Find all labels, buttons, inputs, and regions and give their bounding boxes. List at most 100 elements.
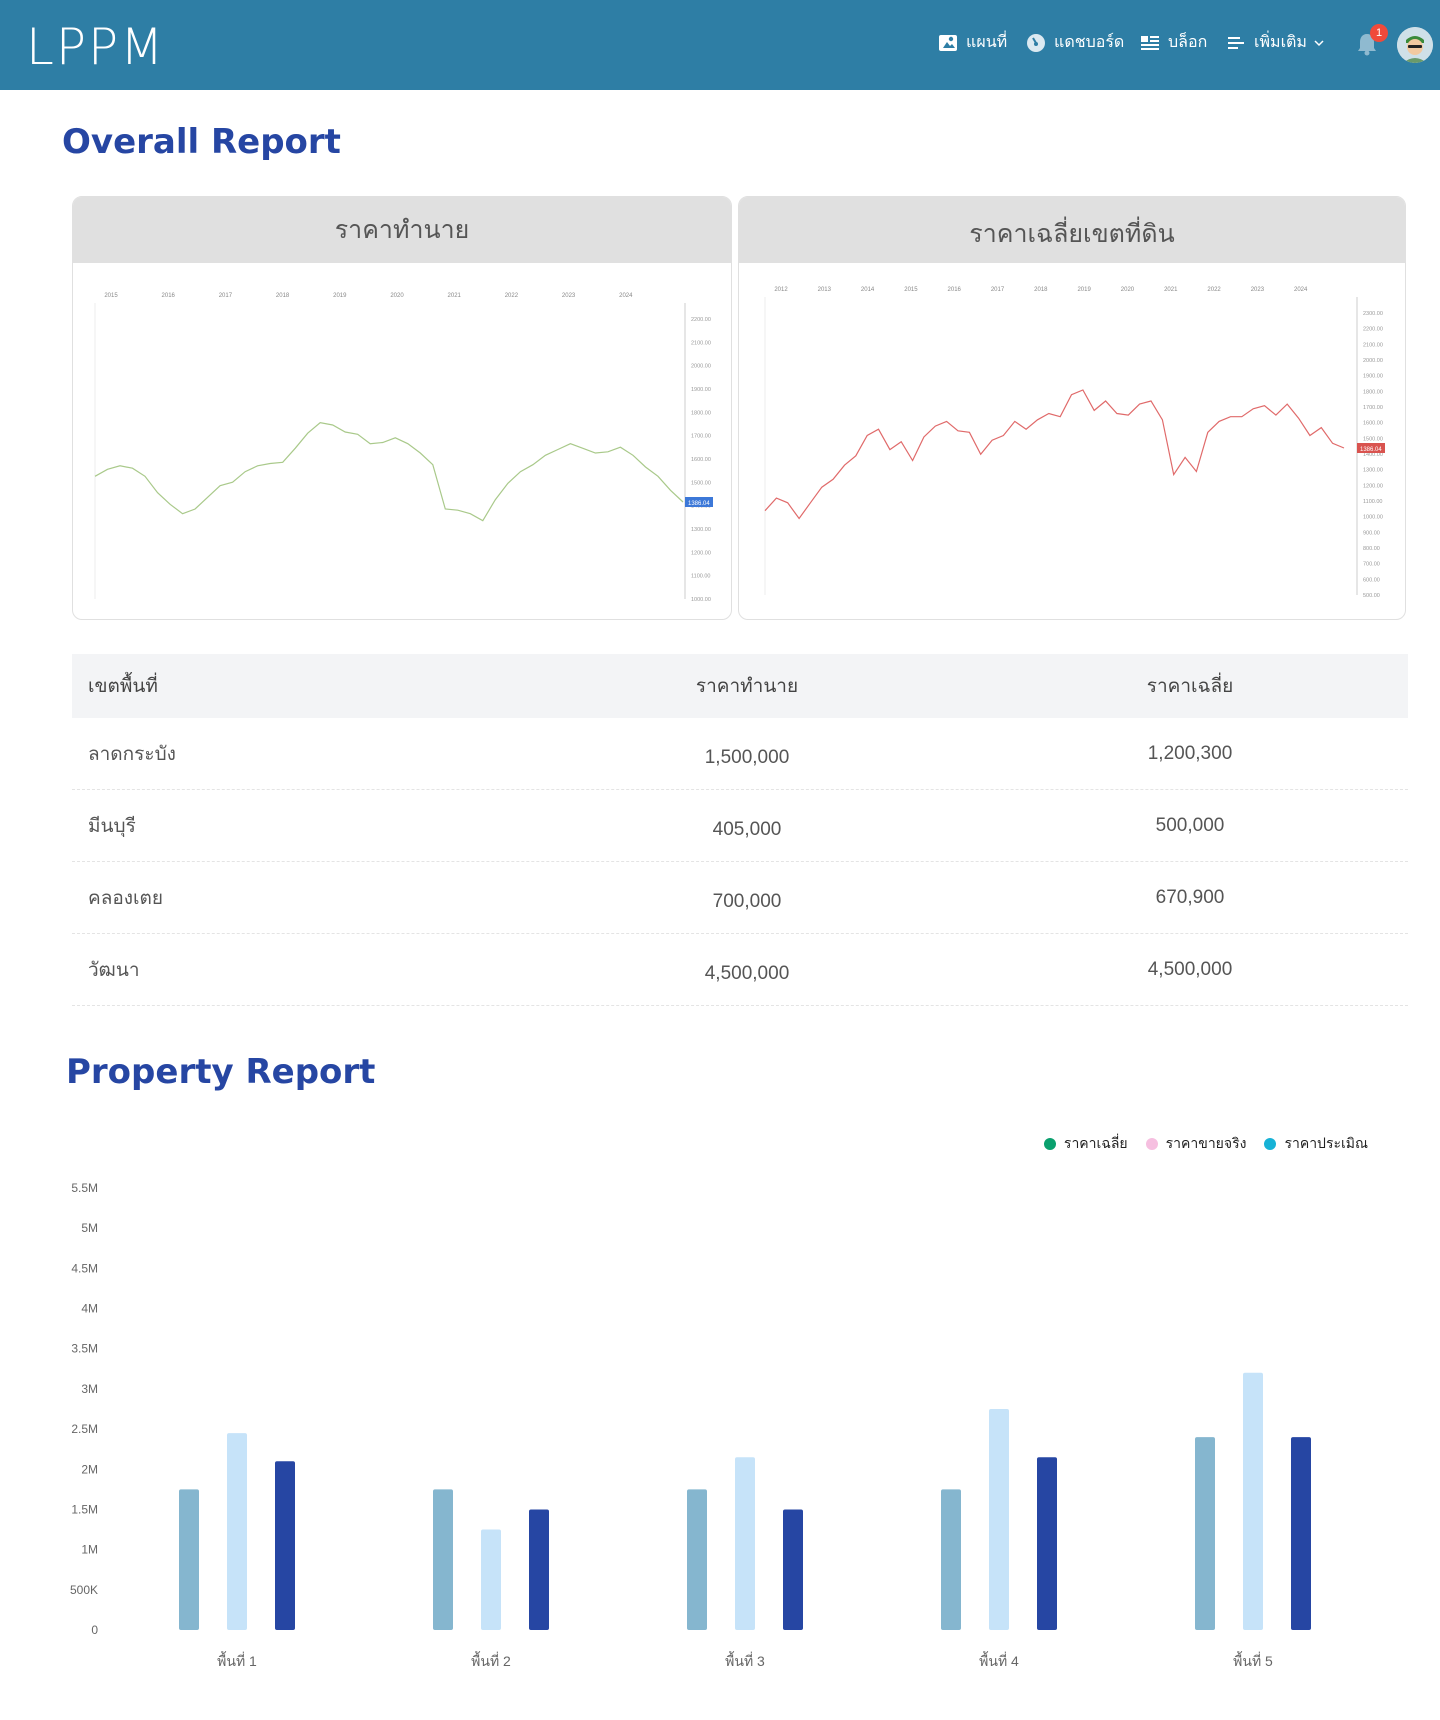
x-tick-label: 2017 (991, 287, 1005, 293)
x-tick-label: พื้นที่ 4 (979, 1651, 1019, 1669)
bar (941, 1489, 961, 1630)
notification-badge: 1 (1370, 24, 1388, 42)
legend-item[interactable]: ราคาประเมิณ (1264, 1133, 1368, 1155)
x-tick-label: 2015 (104, 293, 118, 299)
y-tick-label: 1900.00 (1363, 374, 1383, 380)
x-tick-label: พื้นที่ 3 (725, 1651, 765, 1669)
y-tick-label: 1800.00 (1363, 389, 1383, 395)
predicted-price-line-chart: 2015 2016 2017 2018 2019 2020 2021 2022 2023 2024… (94, 293, 713, 603)
y-tick-label: 1.5M (71, 1502, 98, 1516)
y-tick-label: 1100.00 (1363, 499, 1382, 505)
nav-item-blog[interactable]: บล็อก (1140, 30, 1207, 55)
cell-average: 670,900 (1155, 886, 1225, 908)
header-predicted: ราคาทำนาย (695, 676, 799, 697)
x-tick-label: 2015 (904, 287, 918, 293)
x-tick-label: 2018 (1034, 287, 1048, 293)
avatar[interactable] (1397, 27, 1433, 63)
bar (433, 1489, 453, 1630)
legend-dot (1145, 1138, 1158, 1150)
x-tick-label: 2021 (448, 293, 462, 299)
nav-item-more[interactable]: เพิ่มเติม (1226, 30, 1325, 55)
map-icon (939, 34, 957, 51)
dashboard-icon (1027, 33, 1045, 52)
y-tick-label: 1000.00 (691, 597, 711, 603)
last-value-tag (685, 497, 713, 507)
legend-item[interactable]: ราคาขายจริง (1145, 1133, 1246, 1155)
cell-district: คลองเตย (88, 887, 164, 909)
x-tick-label: 2018 (276, 293, 290, 299)
blog-icon (1141, 35, 1159, 50)
y-tick-label: 2100.00 (1363, 342, 1383, 348)
avg-land-price-card: ราคาเฉลี่ยเขตที่ดิน 2012 2013 2014 2015 2016… (738, 196, 1406, 620)
y-tick-label: 500.00 (1363, 593, 1380, 599)
nav-item-map[interactable]: แผนที่ (938, 30, 1007, 55)
x-tick-label: 2012 (774, 287, 788, 293)
legend-item[interactable]: ราคาเฉลี่ย (1043, 1133, 1128, 1155)
y-tick-label: 1700.00 (1363, 405, 1383, 411)
cell-predicted: 4,500,000 (704, 962, 790, 984)
x-tick-label: 2017 (219, 293, 233, 299)
x-tick-label: พื้นที่ 2 (471, 1651, 511, 1669)
y-tick-label: 900.00 (1363, 530, 1380, 536)
y-tick-label: 1400.00 (1363, 452, 1383, 458)
header-average: ราคาเฉลี่ย (1146, 676, 1234, 697)
bar-chart-legend: ราคาเฉลี่ย ราคาขายจริง ราคาประเมิณ (1026, 1133, 1368, 1155)
cell-district: มีนบุรี (88, 815, 136, 837)
bar (989, 1409, 1009, 1630)
y-tick-label: 2M (81, 1462, 98, 1476)
y-tick-label: 3M (81, 1382, 98, 1396)
y-tick-label: 1500.00 (1363, 436, 1383, 442)
cell-district: วัฒนา (88, 959, 140, 981)
header-district: เขตพื้นที่ (88, 676, 158, 697)
x-tick-label: พื้นที่ 1 (217, 1651, 257, 1669)
y-tick-label: 1300.00 (691, 527, 711, 533)
y-tick-label: 1300.00 (1363, 468, 1383, 474)
y-tick-label: 3.5M (71, 1342, 98, 1356)
predicted-price-card-title: ราคาทำนาย (73, 197, 731, 263)
x-tick-label: 2013 (818, 287, 832, 293)
y-tick-label: 1000.00 (1363, 515, 1383, 521)
cell-district: ลาดกระบัง (88, 743, 176, 765)
y-tick-label: 800.00 (1363, 546, 1380, 552)
cell-predicted: 700,000 (712, 890, 782, 912)
y-tick-label: 1M (81, 1543, 98, 1557)
series-line (764, 389, 1345, 520)
legend-label: ราคาประเมิณ (1284, 1135, 1368, 1151)
y-tick-label: 2.5M (71, 1422, 98, 1436)
property-report-title: Property Report (66, 1052, 376, 1092)
y-tick-label: 1600.00 (1363, 421, 1383, 427)
y-tick-label: 0 (91, 1623, 98, 1637)
y-tick-label: 600.00 (1363, 577, 1380, 583)
y-tick-label: 4M (81, 1302, 98, 1316)
avg-land-price-card-title: ราคาเฉลี่ยเขตที่ดิน (739, 197, 1405, 263)
y-tick-label: 700.00 (1363, 562, 1380, 568)
y-tick-label: 1800.00 (691, 410, 711, 416)
x-tick-label: 2024 (1294, 287, 1308, 293)
logo[interactable]: LPPM (26, 18, 166, 76)
nav-item-dashboard[interactable]: แดชบอร์ด (1026, 30, 1124, 55)
bar (529, 1509, 549, 1630)
y-tick-label: 4.5M (71, 1261, 98, 1275)
last-value-tag (1357, 443, 1385, 453)
cell-predicted: 1,500,000 (704, 746, 790, 768)
table-row: คลองเตย 700,000 670,900 (72, 862, 1408, 934)
x-tick-label: พื้นที่ 5 (1233, 1651, 1273, 1669)
bar (179, 1489, 199, 1630)
y-tick-label: 5.5M (71, 1181, 98, 1195)
overall-report-title: Overall Report (62, 122, 341, 162)
x-tick-label: 2022 (505, 293, 519, 299)
property-bar-chart: 0 500K 1M 1.5M 2M 2.5M 3M 3.5M 4M 4.5M 5M 5.5M พื้นท… (70, 1181, 1311, 1669)
x-tick-label: 2014 (861, 287, 875, 293)
avatar-icon (1397, 27, 1433, 63)
bar (275, 1461, 295, 1630)
table-row: วัฒนา 4,500,000 4,500,000 (72, 934, 1408, 1006)
top-navbar: LPPM แผนที่ แดชบอร์ด บล็อก เพิ่มเติม 1 (0, 0, 1440, 90)
district-price-table: เขตพื้นที่ ราคาทำนาย ราคาเฉลี่ย ลาดกระบั… (72, 654, 1408, 1006)
bar (783, 1509, 803, 1630)
x-tick-label: 2020 (1121, 287, 1135, 293)
y-tick-label: 1100.00 (691, 574, 710, 580)
cell-average: 4,500,000 (1147, 958, 1233, 980)
y-tick-label: 2100.00 (691, 340, 711, 346)
x-tick-label: 2019 (333, 293, 347, 299)
cell-predicted: 405,000 (712, 818, 782, 840)
